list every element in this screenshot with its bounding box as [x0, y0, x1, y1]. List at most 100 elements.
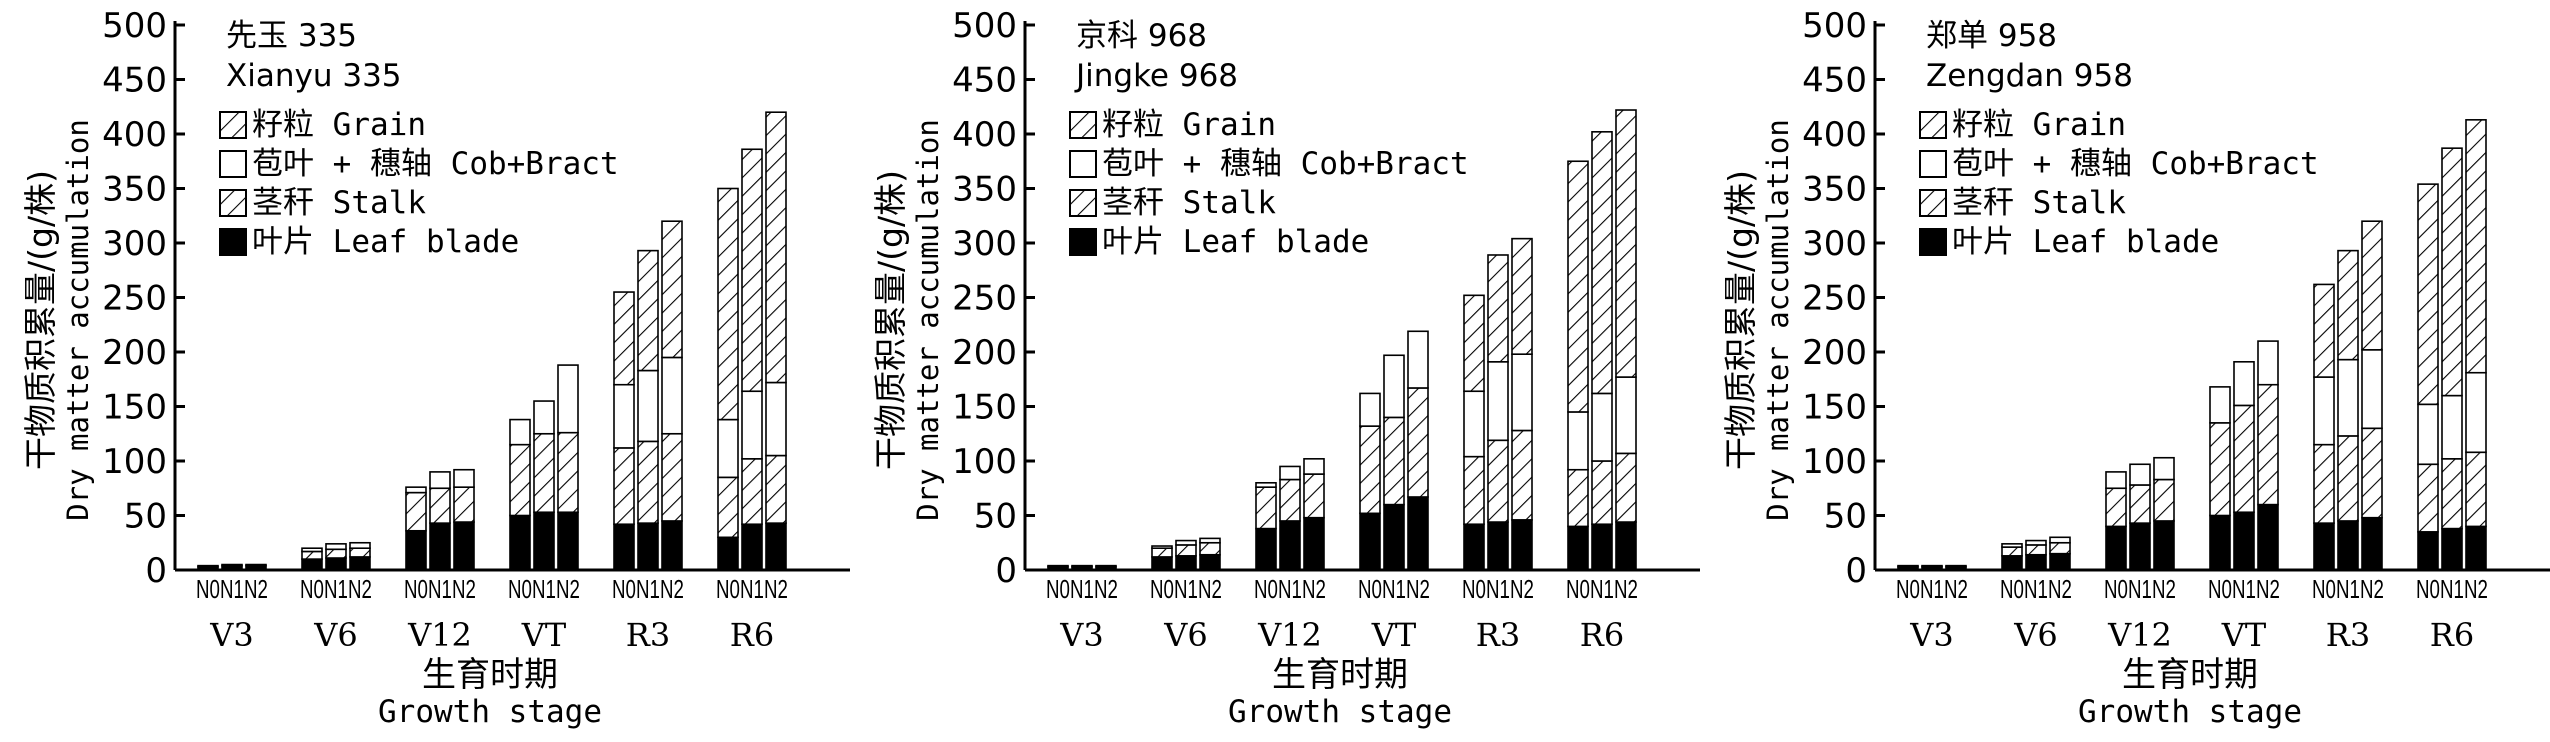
bar-segment-grain	[765, 111, 787, 384]
bar-segment-stalk	[1071, 564, 1093, 568]
y-axis-label-zh: 干物质积累量/(g/株)	[871, 170, 910, 470]
bar-segment-stalk	[2441, 458, 2463, 530]
bar-segment-leaf	[2337, 520, 2359, 571]
bar-segment-stalk	[221, 563, 243, 567]
bar-segment-cob	[2105, 471, 2127, 490]
bar-segment-stalk	[1175, 544, 1197, 557]
bar-segment-grain	[741, 148, 763, 393]
panel-jingke-968: 干物质积累量/(g/株) Dry matter accumulation 0 50…	[871, 6, 1700, 730]
y-axis-label-en: Dry matter accumulation	[911, 119, 945, 521]
y-tick-label: 100	[952, 442, 1017, 482]
x-tick-label-treatment: N0	[1462, 574, 1486, 604]
bar-segment-stalk	[741, 458, 763, 526]
bar-segment-stalk	[405, 491, 427, 532]
x-tick-label-stage: VT	[2221, 616, 2267, 654]
bar-segment-leaf	[613, 523, 635, 571]
x-tick-label-treatment: N2	[1198, 574, 1222, 604]
bar-segment-leaf	[1615, 521, 1637, 571]
legend-swatch-stalk	[1919, 189, 1947, 217]
x-tick-label-treatment: N1	[2440, 574, 2464, 604]
x-tick-label-treatment: N2	[348, 574, 372, 604]
x-tick-label-stage: V6	[313, 616, 357, 654]
bar-segment-leaf	[1151, 556, 1173, 571]
x-tick-label-treatment: N1	[1920, 574, 1944, 604]
x-tick-label-treatment: N0	[2416, 574, 2440, 604]
x-tick-label-treatment: N0	[2208, 574, 2232, 604]
y-tick-label: 100	[1802, 442, 1867, 482]
x-tick-label-treatment: N1	[428, 574, 452, 604]
bar-segment-grain	[2417, 183, 2439, 406]
bar-segment-stalk	[1359, 425, 1381, 515]
legend-label-cob: 苞叶 + 穗轴 Cob+Bract	[1102, 146, 1469, 182]
x-tick-label-stage: V3	[209, 616, 253, 654]
bar-segment-grain	[1615, 109, 1637, 378]
y-tick-label: 250	[952, 279, 1017, 319]
bar-segment-grain	[2465, 119, 2487, 374]
x-tick-label-treatment: N0	[1566, 574, 1590, 604]
x-tick-label-treatment: N1	[1382, 574, 1406, 604]
x-tick-label-treatment: N2	[244, 574, 268, 604]
y-tick-label: 400	[1802, 115, 1867, 155]
bar-segment-cob	[2129, 463, 2151, 486]
bar-segment-stalk	[2129, 484, 2151, 524]
y-tick-label: 150	[1802, 388, 1867, 428]
bar-segment-stalk	[1463, 455, 1485, 526]
legend-label-grain: 籽粒 Grain	[252, 107, 426, 143]
y-tick-label: 350	[1802, 170, 1867, 210]
legend-label-leaf: 叶片 Leaf blade	[252, 224, 519, 260]
legend-label-grain: 籽粒 Grain	[1952, 107, 2126, 143]
legend-label-stalk: 茎秆 Stalk	[1952, 185, 2126, 221]
panel-zengdan-958: 干物质积累量/(g/株) Dry matter accumulation 0 50…	[1721, 6, 2550, 730]
y-tick-label: 450	[102, 61, 167, 101]
bar-segment-leaf	[637, 522, 659, 571]
x-axis-label-zh: 生育时期	[422, 655, 558, 695]
bar-segment-cob	[2049, 536, 2071, 544]
bar-segment-grain	[637, 249, 659, 372]
legend-swatch-stalk	[219, 189, 247, 217]
bar-segment-stalk	[245, 563, 267, 567]
bar-segment-cob	[2361, 349, 2383, 430]
x-axis-label-zh: 生育时期	[2122, 655, 2258, 695]
bar-segment-grain	[1487, 254, 1509, 363]
chart-title-en: Xianyu 335	[226, 58, 402, 94]
bar-segment-leaf	[1199, 553, 1221, 571]
y-tick-label: 100	[102, 442, 167, 482]
legend-swatch-grain	[1919, 111, 1947, 139]
bar-segment-cob	[1511, 353, 1533, 432]
bar-segment-cob	[1487, 361, 1509, 442]
bar-segment-stalk	[2337, 435, 2359, 522]
bar-segment-leaf	[2025, 553, 2047, 571]
x-tick-label-treatment: N0	[2000, 574, 2024, 604]
x-tick-label-treatment: N1	[1070, 574, 1094, 604]
x-tick-label-stage: VT	[521, 616, 567, 654]
bar-segment-cob	[301, 547, 323, 553]
x-tick-label-stage: R6	[2430, 616, 2474, 654]
bar-segment-cob	[325, 543, 347, 551]
chart-title-en: Jingke 968	[1074, 58, 1238, 94]
legend-swatch-leaf	[1069, 228, 1097, 256]
bar-segment-leaf	[301, 558, 323, 571]
bar-segment-cob	[557, 364, 579, 434]
legend-label-leaf: 叶片 Leaf blade	[1952, 224, 2219, 260]
bar-segment-cob	[1279, 465, 1301, 481]
bar-segment-leaf	[2361, 516, 2383, 571]
legend-label-leaf: 叶片 Leaf blade	[1102, 224, 1369, 260]
bar-segment-stalk	[1383, 416, 1405, 506]
y-tick-label: 200	[102, 333, 167, 373]
x-tick-label-stage: V12	[1257, 616, 1322, 654]
bar-segment-leaf	[765, 522, 787, 571]
y-axis-label-zh: 干物质积累量/(g/株)	[1721, 170, 1760, 470]
bar-segment-cob	[2001, 543, 2023, 548]
legend-label-cob: 苞叶 + 穗轴 Cob+Bract	[252, 146, 619, 182]
bar-segment-cob	[429, 471, 451, 490]
x-axis-label-zh: 生育时期	[1272, 655, 1408, 695]
x-tick-label-treatment: N2	[1094, 574, 1118, 604]
bar-segment-cob	[2233, 361, 2255, 407]
bar-segment-leaf	[2441, 527, 2463, 571]
bar-segment-stalk	[429, 487, 451, 524]
bar-segment-cob	[2153, 456, 2175, 481]
bar-segment-leaf	[2153, 520, 2175, 571]
